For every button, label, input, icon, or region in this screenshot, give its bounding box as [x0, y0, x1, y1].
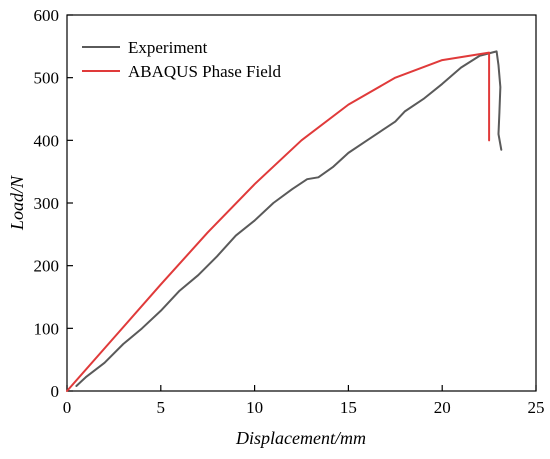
y-tick-label: 0: [51, 382, 60, 401]
y-tick-label: 300: [34, 194, 60, 213]
y-tick-label: 200: [34, 257, 60, 276]
series-line-experiment: [75, 50, 503, 387]
series-lines: [66, 50, 503, 392]
x-tick-label: 0: [63, 398, 72, 417]
legend-label-experiment: Experiment: [128, 38, 208, 57]
x-tick-label: 20: [434, 398, 451, 417]
y-tick-label: 100: [34, 319, 60, 338]
y-tick-label: 600: [34, 6, 60, 25]
x-tick-label: 5: [157, 398, 166, 417]
x-axis-title: Displacement/mm: [235, 428, 366, 448]
legend: Experiment ABAQUS Phase Field: [82, 38, 282, 81]
y-axis-ticks: 0 100 200 300 400 500 600: [34, 6, 73, 401]
x-tick-label: 10: [246, 398, 263, 417]
x-axis-ticks: 0 5 10 15 20 25: [63, 385, 545, 417]
y-axis-title: Load/N: [7, 175, 27, 231]
series-line-abaqus-phase-field: [66, 51, 491, 392]
legend-label-abaqus: ABAQUS Phase Field: [128, 62, 282, 81]
y-tick-label: 500: [34, 69, 60, 88]
y-tick-label: 400: [34, 131, 60, 150]
x-tick-label: 15: [340, 398, 357, 417]
x-tick-label: 25: [528, 398, 545, 417]
